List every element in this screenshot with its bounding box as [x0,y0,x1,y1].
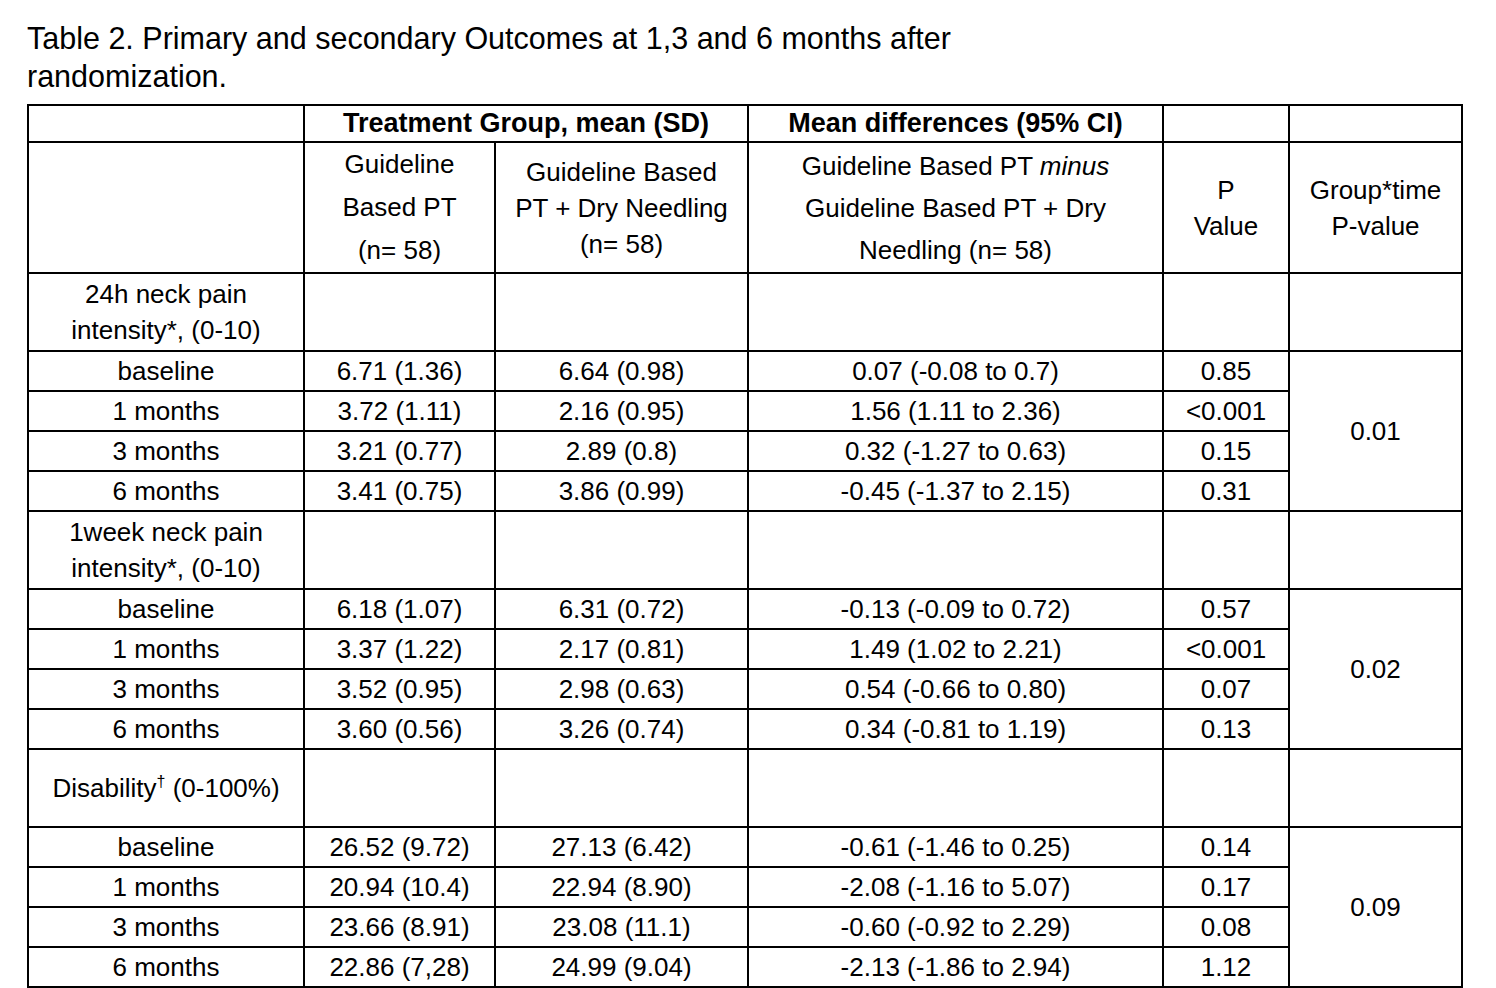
mean-diff-cell: 1.49 (1.02 to 2.21) [748,629,1163,669]
p-value-cell: <0.001 [1163,391,1289,431]
mean-sd-cell: 3.41 (0.75) [304,471,495,511]
mean-sd-cell: 2.98 (0.63) [495,669,748,709]
table-row: 1 months 3.72 (1.11) 2.16 (0.95) 1.56 (1… [28,391,1462,431]
p-value-cell: 0.13 [1163,709,1289,749]
mean-diff-cell: 0.34 (-0.81 to 1.19) [748,709,1163,749]
mean-sd-cell: 26.52 (9.72) [304,827,495,867]
col-header-diff-description: Guideline Based PT minus Guideline Based… [748,142,1163,273]
section-header-1week-neck-pain: 1week neck pain intensity*, (0-10) [28,511,1462,589]
mean-diff-cell: -0.61 (-1.46 to 0.25) [748,827,1163,867]
header-empty-rowlabel [28,142,304,273]
mean-diff-cell: 0.54 (-0.66 to 0.80) [748,669,1163,709]
table-row: 6 months 3.41 (0.75) 3.86 (0.99) -0.45 (… [28,471,1462,511]
table-row: 6 months 3.60 (0.56) 3.26 (0.74) 0.34 (-… [28,709,1462,749]
row-label: baseline [28,589,304,629]
row-label: 3 months [28,431,304,471]
mean-sd-cell: 3.26 (0.74) [495,709,748,749]
col-header-p-value: P Value [1163,142,1289,273]
table-row: 3 months 3.52 (0.95) 2.98 (0.63) 0.54 (-… [28,669,1462,709]
header-empty-pvalue [1163,105,1289,142]
mean-sd-cell: 6.71 (1.36) [304,351,495,391]
mean-sd-cell: 2.17 (0.81) [495,629,748,669]
row-label: baseline [28,351,304,391]
mean-sd-cell: 3.86 (0.99) [495,471,748,511]
mean-diff-cell: -2.13 (-1.86 to 2.94) [748,947,1163,987]
mean-sd-cell: 2.16 (0.95) [495,391,748,431]
mean-sd-cell: 3.21 (0.77) [304,431,495,471]
mean-diff-cell: -0.60 (-0.92 to 2.29) [748,907,1163,947]
row-label: baseline [28,827,304,867]
document-page: Table 2. Primary and secondary Outcomes … [0,0,1496,988]
mean-sd-cell: 22.86 (7,28) [304,947,495,987]
outcomes-table: Treatment Group, mean (SD) Mean differen… [27,104,1463,988]
mean-diff-cell: 0.07 (-0.08 to 0.7) [748,351,1163,391]
row-label: 3 months [28,907,304,947]
mean-sd-cell: 22.94 (8.90) [495,867,748,907]
mean-sd-cell: 6.18 (1.07) [304,589,495,629]
table-caption: Table 2. Primary and secondary Outcomes … [27,20,1147,95]
p-value-cell: 0.14 [1163,827,1289,867]
table-row: 3 months 23.66 (8.91) 23.08 (11.1) -0.60… [28,907,1462,947]
col-header-guideline-pt-dry-needling: Guideline Based PT + Dry Needling (n= 58… [495,142,748,273]
p-value-cell: 0.08 [1163,907,1289,947]
minus-italic: minus [1040,151,1109,181]
header-empty-grouptime [1289,105,1462,142]
row-label: 1 months [28,629,304,669]
header-row-2: Guideline Based PT (n= 58) Guideline Bas… [28,142,1462,273]
mean-diff-cell: -0.45 (-1.37 to 2.15) [748,471,1163,511]
col-header-treatment-group: Treatment Group, mean (SD) [304,105,748,142]
row-label: 6 months [28,709,304,749]
p-value-cell: 0.31 [1163,471,1289,511]
table-row: 3 months 3.21 (0.77) 2.89 (0.8) 0.32 (-1… [28,431,1462,471]
p-value-cell: 0.57 [1163,589,1289,629]
mean-sd-cell: 27.13 (6.42) [495,827,748,867]
mean-sd-cell: 6.64 (0.98) [495,351,748,391]
col-header-mean-differences: Mean differences (95% CI) [748,105,1163,142]
row-label: 1 months [28,391,304,431]
mean-diff-cell: 1.56 (1.11 to 2.36) [748,391,1163,431]
section-label: 24h neck pain intensity*, (0-10) [28,273,304,351]
group-time-p-cell: 0.09 [1289,827,1462,987]
p-value-cell: 0.85 [1163,351,1289,391]
mean-diff-cell: 0.32 (-1.27 to 0.63) [748,431,1163,471]
p-value-cell: 0.17 [1163,867,1289,907]
table-row: baseline 26.52 (9.72) 27.13 (6.42) -0.61… [28,827,1462,867]
row-label: 6 months [28,471,304,511]
row-label: 3 months [28,669,304,709]
table-row: baseline 6.18 (1.07) 6.31 (0.72) -0.13 (… [28,589,1462,629]
mean-diff-cell: -0.13 (-0.09 to 0.72) [748,589,1163,629]
group-time-p-cell: 0.02 [1289,589,1462,749]
header-empty-corner [28,105,304,142]
section-label: 1week neck pain intensity*, (0-10) [28,511,304,589]
p-value-cell: <0.001 [1163,629,1289,669]
mean-sd-cell: 3.72 (1.11) [304,391,495,431]
mean-sd-cell: 24.99 (9.04) [495,947,748,987]
p-value-cell: 1.12 [1163,947,1289,987]
col-header-guideline-pt: Guideline Based PT (n= 58) [304,142,495,273]
mean-sd-cell: 23.66 (8.91) [304,907,495,947]
mean-sd-cell: 20.94 (10.4) [304,867,495,907]
p-value-cell: 0.15 [1163,431,1289,471]
section-header-disability: Disability† (0-100%) [28,749,1462,827]
mean-sd-cell: 2.89 (0.8) [495,431,748,471]
mean-sd-cell: 6.31 (0.72) [495,589,748,629]
mean-sd-cell: 23.08 (11.1) [495,907,748,947]
table-row: 1 months 20.94 (10.4) 22.94 (8.90) -2.08… [28,867,1462,907]
header-row-1: Treatment Group, mean (SD) Mean differen… [28,105,1462,142]
group-time-p-cell: 0.01 [1289,351,1462,511]
col-header-group-time-p-value: Group*time P-value [1289,142,1462,273]
row-label: 1 months [28,867,304,907]
mean-sd-cell: 3.52 (0.95) [304,669,495,709]
p-value-cell: 0.07 [1163,669,1289,709]
row-label: 6 months [28,947,304,987]
table-row: baseline 6.71 (1.36) 6.64 (0.98) 0.07 (-… [28,351,1462,391]
section-header-24h-neck-pain: 24h neck pain intensity*, (0-10) [28,273,1462,351]
mean-diff-cell: -2.08 (-1.16 to 5.07) [748,867,1163,907]
section-label: Disability† (0-100%) [28,749,304,827]
table-row: 6 months 22.86 (7,28) 24.99 (9.04) -2.13… [28,947,1462,987]
mean-sd-cell: 3.37 (1.22) [304,629,495,669]
mean-sd-cell: 3.60 (0.56) [304,709,495,749]
table-row: 1 months 3.37 (1.22) 2.17 (0.81) 1.49 (1… [28,629,1462,669]
